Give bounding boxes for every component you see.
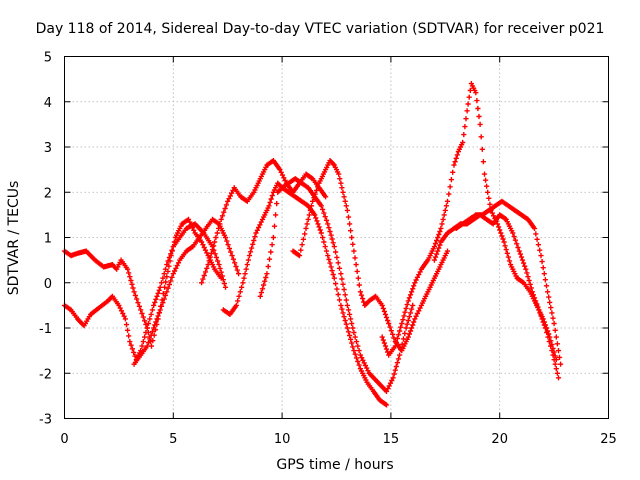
y-tick-label: 1 bbox=[44, 232, 52, 247]
plot-frame bbox=[64, 56, 609, 419]
y-tick-label: 4 bbox=[44, 96, 52, 111]
y-axis-ticks: -3 -2 -1 0 1 2 3 4 5 bbox=[39, 51, 609, 428]
y-tick-label: 5 bbox=[44, 51, 52, 66]
y-tick-label: -2 bbox=[39, 367, 52, 382]
y-tick-label: 0 bbox=[44, 277, 52, 292]
x-tick-label: 15 bbox=[383, 432, 400, 447]
y-axis-label: SDTVAR / TECUs bbox=[6, 181, 22, 296]
y-tick-label: -3 bbox=[39, 413, 52, 428]
data-series bbox=[61, 81, 564, 408]
y-tick-label: -1 bbox=[39, 322, 52, 337]
plus-markers bbox=[379, 81, 559, 363]
series-trace-e bbox=[220, 180, 390, 408]
plus-markers bbox=[257, 176, 416, 394]
series-trace-j bbox=[453, 198, 564, 367]
series-trace-d bbox=[199, 158, 329, 286]
series-trace-c bbox=[131, 216, 242, 367]
plus-markers bbox=[290, 158, 451, 354]
x-axis-label: GPS time / hours bbox=[276, 457, 393, 473]
x-tick-label: 10 bbox=[274, 432, 291, 447]
y-tick-label: 3 bbox=[44, 141, 52, 156]
x-tick-label: 5 bbox=[169, 432, 177, 447]
series-trace-g bbox=[290, 158, 451, 354]
series-trace-h bbox=[379, 81, 559, 363]
plus-markers bbox=[220, 180, 390, 408]
plus-markers bbox=[131, 216, 242, 367]
y-tick-label: 2 bbox=[44, 186, 52, 201]
x-axis-ticks: 0 5 10 15 20 25 bbox=[60, 56, 617, 447]
x-tick-label: 20 bbox=[491, 432, 508, 447]
series-trace-f bbox=[257, 176, 416, 394]
plus-markers bbox=[199, 158, 329, 286]
plus-markers bbox=[453, 198, 564, 367]
x-tick-label: 25 bbox=[600, 432, 617, 447]
chart-title: Day 118 of 2014, Sidereal Day-to-day VTE… bbox=[36, 21, 605, 37]
x-tick-label: 0 bbox=[60, 432, 68, 447]
